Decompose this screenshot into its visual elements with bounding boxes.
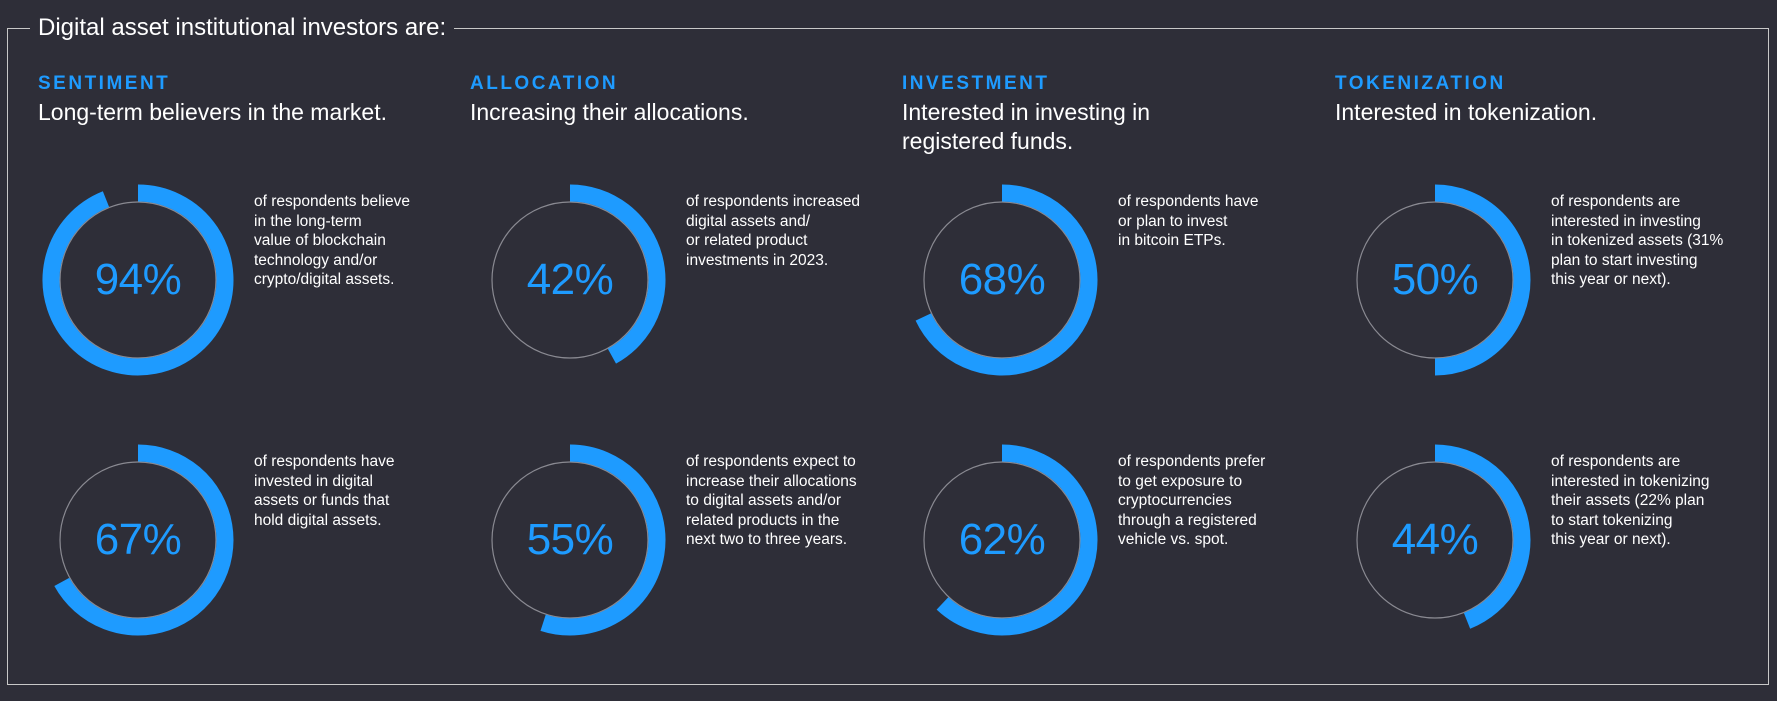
donut-value-arc — [936, 444, 1098, 636]
donut-svg — [1356, 184, 1531, 376]
donut-svg — [491, 184, 666, 364]
stat-description: of respondents expect to increase their … — [686, 453, 857, 548]
donut-svg — [1356, 444, 1531, 629]
donut-svg — [923, 444, 1098, 636]
donut-chart: 44% — [1335, 440, 1535, 640]
stat-description: of respondents increased digital assets … — [686, 193, 861, 269]
donut-value-arc — [1434, 184, 1531, 376]
stat-description: of respondents are interested in tokeniz… — [1551, 453, 1710, 548]
stat-description: of respondents prefer to get exposure to… — [1118, 453, 1266, 548]
donut-chart: 68% — [902, 180, 1102, 380]
category-label: TOKENIZATION — [1335, 73, 1506, 94]
donut-value-arc — [1434, 444, 1531, 629]
donut-track — [491, 461, 649, 619]
stat-block: 44% of respondents are interested in toke… — [1335, 440, 1755, 640]
percentage-value: 42% — [526, 255, 614, 304]
percentage-value: 68% — [958, 255, 1046, 304]
category-headline: Increasing their allocations. — [470, 99, 749, 125]
percentage-value: 44% — [1391, 515, 1479, 564]
donut-track — [491, 201, 649, 359]
category-column-sentiment: SENTIMENT Long-term believers in the mark… — [38, 72, 458, 127]
donut-track — [1356, 461, 1514, 619]
percentage-value: 94% — [94, 255, 182, 304]
category-column-allocation: ALLOCATION Increasing their allocations. — [470, 72, 890, 127]
donut-svg — [915, 184, 1098, 376]
category-headline: Interested in tokenization. — [1335, 99, 1598, 125]
donut-value-arc — [915, 184, 1098, 376]
donut-value-arc — [569, 184, 666, 364]
percentage-value: 62% — [958, 515, 1046, 564]
category-headline: Long-term believers in the market. — [38, 99, 387, 125]
donut-value-arc — [42, 184, 234, 376]
donut-svg — [42, 184, 234, 376]
stat-block: 42% of respondents increased digital asse… — [470, 180, 890, 380]
category-label: INVESTMENT — [902, 73, 1050, 94]
category-column-investment: INVESTMENT Interested in investing in reg… — [902, 72, 1322, 156]
category-column-tokenization: TOKENIZATION Interested in tokenization. — [1335, 72, 1755, 127]
donut-chart: 62% — [902, 440, 1102, 640]
donut-track — [59, 461, 217, 619]
stat-description: of respondents are interested in investi… — [1551, 193, 1724, 288]
stat-block: 67% of respondents have invested in digit… — [38, 440, 458, 640]
donut-track — [923, 461, 1081, 619]
percentage-value: 50% — [1391, 255, 1479, 304]
category-label: ALLOCATION — [470, 73, 619, 94]
donut-chart: 55% — [470, 440, 670, 640]
infographic-frame — [7, 28, 1769, 685]
donut-track — [923, 201, 1081, 359]
donut-value-arc — [54, 444, 234, 636]
category-headline: Interested in investing in registered fu… — [902, 99, 1151, 154]
donut-svg — [491, 444, 666, 636]
stat-block: 94% of respondents believe in the long-te… — [38, 180, 458, 380]
donut-value-arc — [540, 444, 666, 636]
stat-block: 68% of respondents have or plan to invest… — [902, 180, 1322, 380]
stat-block: 55% of respondents expect to increase the… — [470, 440, 890, 640]
stat-description: of respondents believe in the long-term … — [254, 193, 410, 288]
donut-track — [1356, 201, 1514, 359]
stat-block: 62% of respondents prefer to get exposure… — [902, 440, 1322, 640]
category-label: SENTIMENT — [38, 73, 171, 94]
percentage-value: 67% — [94, 515, 182, 564]
donut-chart: 50% — [1335, 180, 1535, 380]
stat-description: of respondents have invested in digital … — [254, 453, 395, 529]
donut-svg — [54, 444, 234, 636]
donut-chart: 42% — [470, 180, 670, 380]
infographic-title: Digital asset institutional investors ar… — [30, 13, 455, 43]
donut-track — [59, 201, 217, 359]
donut-chart: 67% — [38, 440, 238, 640]
stat-block: 50% of respondents are interested in inve… — [1335, 180, 1755, 380]
percentage-value: 55% — [526, 515, 614, 564]
stat-description: of respondents have or plan to invest in… — [1118, 193, 1259, 249]
donut-chart: 94% — [38, 180, 238, 380]
